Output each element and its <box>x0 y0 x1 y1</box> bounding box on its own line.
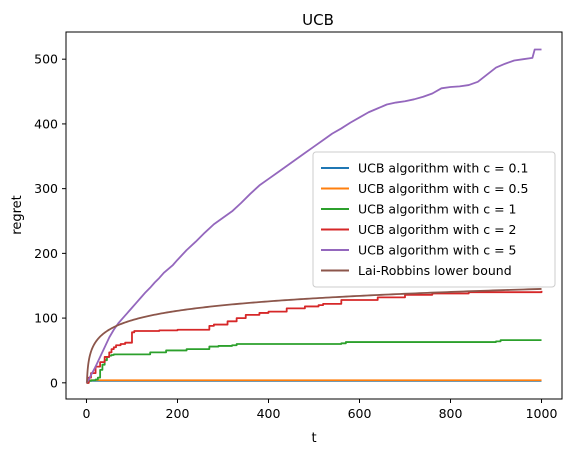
x-tick-label: 200 <box>166 406 190 421</box>
y-axis-label: regret <box>10 195 25 234</box>
y-tick-label: 100 <box>34 311 58 326</box>
axes-frame <box>65 31 563 400</box>
x-tick-label: 1000 <box>526 406 558 421</box>
x-axis-label: t <box>311 431 316 446</box>
series-line-5 <box>85 48 542 384</box>
chart-title: UCB <box>302 11 334 29</box>
x-tick-label: 800 <box>439 406 463 421</box>
x-tick-label: 0 <box>83 406 91 421</box>
y-tick-label: 200 <box>34 246 58 261</box>
legend-label: Lai-Robbins lower bound <box>358 263 512 278</box>
series-line-3 <box>86 339 542 384</box>
y-tick-label: 300 <box>34 181 58 196</box>
y-tick-label: 500 <box>34 52 58 67</box>
legend-label: UCB algorithm with c = 2 <box>358 222 516 237</box>
legend-label: UCB algorithm with c = 0.1 <box>358 161 528 176</box>
legend-label: UCB algorithm with c = 5 <box>358 243 516 258</box>
y-tick-label: 400 <box>34 116 58 131</box>
legend-label: UCB algorithm with c = 1 <box>358 202 516 217</box>
series-line-6 <box>86 288 542 384</box>
plot-area <box>85 48 543 384</box>
axis-ticks: 0 200 400 600 800 1000 0 100 200 300 400 500 <box>34 52 557 421</box>
legend: UCB algorithm with c = 0.1 UCB algorithm … <box>312 151 556 288</box>
y-tick-label: 0 <box>50 375 58 390</box>
legend-box <box>312 151 556 288</box>
x-tick-label: 600 <box>348 406 372 421</box>
legend-label: UCB algorithm with c = 0.5 <box>358 181 528 196</box>
series-line-4 <box>86 290 543 384</box>
x-tick-label: 400 <box>257 406 281 421</box>
